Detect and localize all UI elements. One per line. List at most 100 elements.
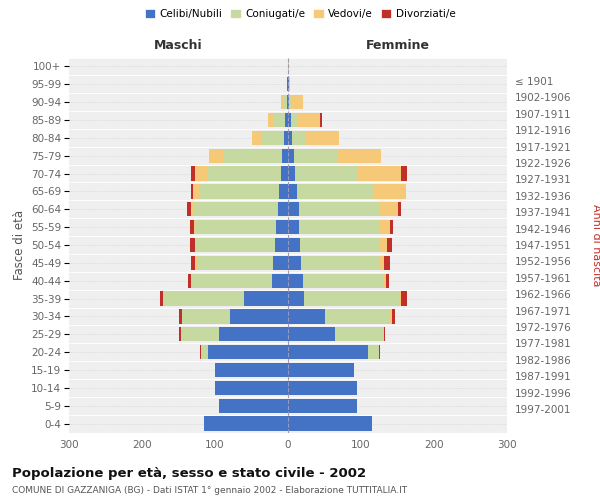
Bar xyxy=(306,130,339,145)
Bar xyxy=(191,274,272,288)
Bar xyxy=(390,310,392,324)
Bar xyxy=(188,274,191,288)
Bar xyxy=(190,220,194,234)
Bar xyxy=(288,416,372,430)
Bar xyxy=(379,202,398,216)
Bar xyxy=(277,220,288,234)
Bar xyxy=(274,256,288,270)
Bar xyxy=(190,238,194,252)
Bar xyxy=(368,345,379,360)
Bar xyxy=(288,292,304,306)
Bar xyxy=(379,220,390,234)
Bar xyxy=(224,148,282,163)
Bar xyxy=(302,274,383,288)
Bar xyxy=(288,95,289,110)
Bar xyxy=(251,130,262,145)
Bar xyxy=(191,166,194,180)
Bar xyxy=(274,113,285,127)
Bar xyxy=(283,95,287,110)
Bar xyxy=(191,256,195,270)
Bar xyxy=(383,327,385,342)
Bar xyxy=(379,345,380,360)
Bar xyxy=(301,256,380,270)
Bar xyxy=(390,220,393,234)
Bar xyxy=(191,202,194,216)
Bar xyxy=(295,166,358,180)
Bar xyxy=(298,113,320,127)
Bar xyxy=(160,292,163,306)
Bar xyxy=(204,416,288,430)
Bar xyxy=(386,274,389,288)
Bar xyxy=(288,256,301,270)
Bar xyxy=(194,220,196,234)
Bar xyxy=(202,345,208,360)
Bar xyxy=(288,274,302,288)
Text: Femmine: Femmine xyxy=(365,39,430,52)
Bar xyxy=(398,202,401,216)
Bar xyxy=(288,398,358,413)
Bar xyxy=(288,130,292,145)
Bar xyxy=(291,113,298,127)
Bar xyxy=(288,202,299,216)
Bar xyxy=(278,202,288,216)
Bar xyxy=(392,310,395,324)
Bar xyxy=(199,184,279,198)
Bar xyxy=(325,310,390,324)
Bar xyxy=(215,363,288,377)
Bar xyxy=(275,238,288,252)
Bar xyxy=(287,77,288,92)
Bar xyxy=(218,327,288,342)
Bar xyxy=(292,95,302,110)
Bar xyxy=(288,380,358,395)
Bar xyxy=(387,238,392,252)
Bar xyxy=(215,380,288,395)
Bar xyxy=(299,220,379,234)
Bar xyxy=(297,184,373,198)
Bar xyxy=(209,148,224,163)
Bar xyxy=(288,238,299,252)
Bar xyxy=(194,166,208,180)
Bar xyxy=(193,184,199,198)
Bar xyxy=(244,292,288,306)
Bar xyxy=(289,77,290,92)
Bar xyxy=(288,166,295,180)
Bar xyxy=(288,184,297,198)
Bar xyxy=(281,95,283,110)
Bar xyxy=(287,95,288,110)
Bar xyxy=(218,398,288,413)
Text: Maschi: Maschi xyxy=(154,39,203,52)
Bar xyxy=(289,95,292,110)
Bar xyxy=(208,345,288,360)
Bar xyxy=(187,202,191,216)
Bar xyxy=(288,310,325,324)
Y-axis label: Fasce di età: Fasce di età xyxy=(13,210,26,280)
Bar xyxy=(335,327,383,342)
Bar xyxy=(191,184,193,198)
Bar xyxy=(196,220,277,234)
Bar xyxy=(299,202,379,216)
Bar xyxy=(288,327,335,342)
Bar xyxy=(163,292,164,306)
Bar xyxy=(401,166,407,180)
Bar xyxy=(268,113,274,127)
Legend: Celibi/Nubili, Coniugati/e, Vedovi/e, Divorziati/e: Celibi/Nubili, Coniugati/e, Vedovi/e, Di… xyxy=(140,5,460,24)
Bar xyxy=(182,310,230,324)
Text: COMUNE DI GAZZANIGA (BG) - Dati ISTAT 1° gennaio 2002 - Elaborazione TUTTITALIA.: COMUNE DI GAZZANIGA (BG) - Dati ISTAT 1°… xyxy=(12,486,407,495)
Bar xyxy=(285,113,288,127)
Y-axis label: Anni di nascita: Anni di nascita xyxy=(591,204,600,286)
Bar xyxy=(281,166,288,180)
Bar xyxy=(279,184,288,198)
Bar xyxy=(294,148,338,163)
Bar xyxy=(380,238,387,252)
Bar xyxy=(288,60,289,74)
Bar xyxy=(385,256,390,270)
Bar xyxy=(358,166,401,180)
Bar xyxy=(179,327,181,342)
Bar xyxy=(383,274,386,288)
Bar xyxy=(181,327,182,342)
Bar xyxy=(195,256,197,270)
Bar xyxy=(284,130,288,145)
Bar xyxy=(194,202,278,216)
Bar xyxy=(288,77,289,92)
Bar xyxy=(179,310,182,324)
